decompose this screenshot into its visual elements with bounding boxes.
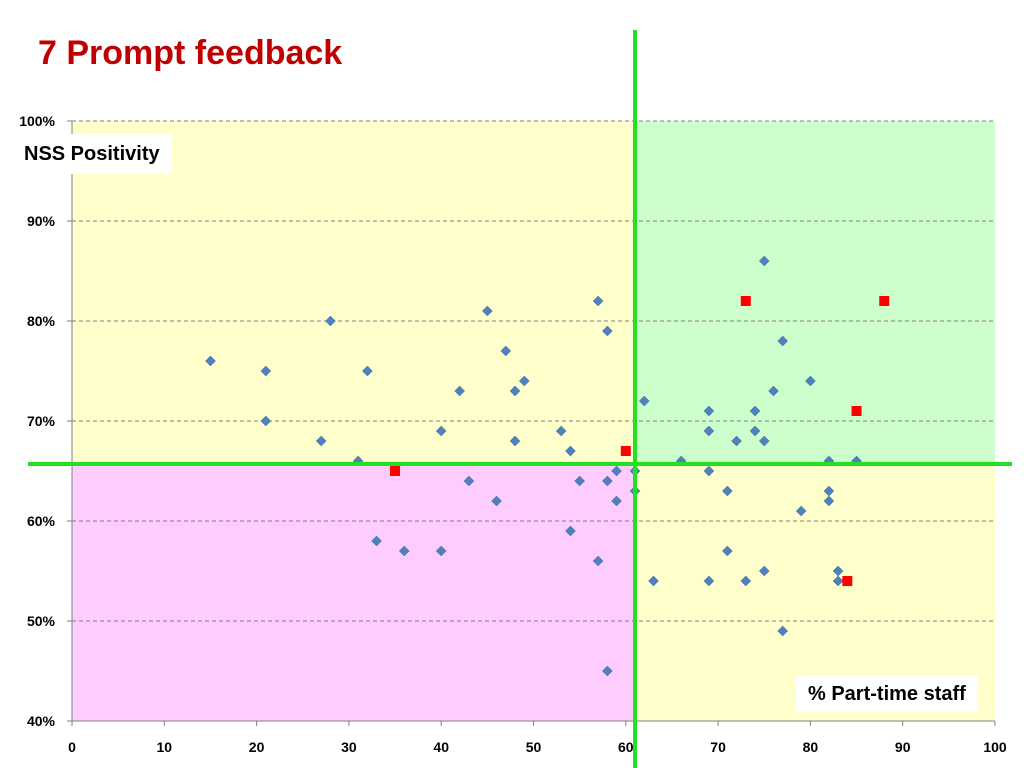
x-tick-label: 70: [710, 739, 726, 755]
data-point-diamond: [731, 435, 742, 447]
data-point-diamond: [398, 545, 410, 557]
x-tick-label: 20: [249, 739, 265, 755]
data-points: [205, 255, 890, 677]
data-point-diamond: [721, 485, 733, 497]
data-point-diamond: [315, 435, 327, 447]
data-point-diamond: [592, 555, 604, 567]
data-point-diamond: [601, 475, 613, 487]
data-point-diamond: [832, 575, 844, 587]
data-point-diamond: [518, 375, 530, 387]
data-point-diamond: [638, 395, 650, 407]
data-point-diamond: [601, 325, 613, 337]
data-point-diamond: [592, 295, 604, 307]
x-tick-label: 50: [526, 739, 542, 755]
data-point-diamond: [463, 475, 475, 487]
data-point-diamond: [371, 535, 382, 547]
data-point-diamond: [509, 385, 521, 397]
data-point-diamond: [749, 405, 761, 417]
data-point-diamond: [805, 375, 816, 387]
x-tick-label: 100: [983, 739, 1007, 755]
x-tick-label: 90: [895, 739, 911, 755]
data-point-diamond: [325, 315, 336, 327]
data-point-diamond: [555, 425, 567, 437]
data-point-diamond: [509, 435, 521, 447]
data-point-diamond: [749, 425, 761, 437]
data-point-diamond: [574, 475, 586, 487]
data-point-diamond: [601, 665, 613, 677]
data-point-diamond: [795, 505, 807, 517]
data-point-diamond: [703, 465, 715, 477]
data-point-diamond: [758, 565, 770, 577]
data-point-square: [842, 576, 853, 586]
data-point-square: [740, 296, 751, 306]
data-point-diamond: [435, 425, 447, 437]
data-point-diamond: [703, 425, 715, 437]
divider-lines: [28, 30, 1012, 768]
data-point-diamond: [823, 495, 835, 507]
y-tick-label: 100%: [19, 113, 55, 129]
tick-labels: 40% 50% 60% 70% 80% 90% 100% 0 10 20 30 40 50 60 70 80 9…: [19, 113, 1007, 755]
y-tick-label: 50%: [27, 613, 56, 629]
data-point-diamond: [768, 385, 779, 397]
data-point-square: [851, 406, 862, 416]
data-point-diamond: [565, 525, 576, 537]
x-tick-label: 60: [618, 739, 634, 755]
axes: [67, 120, 996, 726]
data-point-square: [390, 466, 401, 476]
data-point-diamond: [481, 305, 493, 317]
y-tick-label: 90%: [27, 213, 56, 229]
data-point-diamond: [260, 365, 272, 377]
data-point-diamond: [758, 255, 770, 267]
data-point-diamond: [491, 495, 502, 507]
data-point-diamond: [703, 575, 715, 587]
data-point-diamond: [454, 385, 466, 397]
y-tick-label: 40%: [27, 713, 56, 729]
data-point-diamond: [565, 445, 576, 457]
x-tick-label: 40: [433, 739, 449, 755]
data-point-square: [620, 446, 631, 456]
quadrant-bottom-left: [72, 464, 636, 721]
data-point-diamond: [648, 575, 659, 587]
data-point-diamond: [721, 545, 733, 557]
x-tick-label: 80: [803, 739, 819, 755]
data-point-diamond: [362, 365, 373, 377]
data-point-diamond: [777, 625, 789, 637]
data-point-diamond: [740, 575, 752, 587]
x-tick-label: 30: [341, 739, 357, 755]
x-axis-label: % Part-time staff: [796, 676, 978, 712]
data-point-diamond: [758, 435, 770, 447]
data-point-diamond: [777, 335, 789, 347]
quadrant-top-right: [635, 121, 995, 464]
data-point-square: [879, 296, 890, 306]
y-axis-label: NSS Positivity: [18, 134, 172, 174]
data-point-diamond: [260, 415, 272, 427]
x-tick-label: 10: [157, 739, 173, 755]
x-tick-label: 0: [68, 739, 76, 755]
data-point-diamond: [611, 465, 622, 477]
data-point-diamond: [435, 545, 447, 557]
data-point-diamond: [500, 345, 512, 357]
quadrant-top-left: [72, 121, 636, 464]
y-tick-label: 70%: [27, 413, 56, 429]
data-point-diamond: [611, 495, 622, 507]
data-point-diamond: [703, 405, 715, 417]
y-tick-label: 60%: [27, 513, 56, 529]
chart-title: 7 Prompt feedback: [38, 34, 343, 72]
data-point-diamond: [205, 355, 216, 367]
y-tick-label: 80%: [27, 313, 56, 329]
